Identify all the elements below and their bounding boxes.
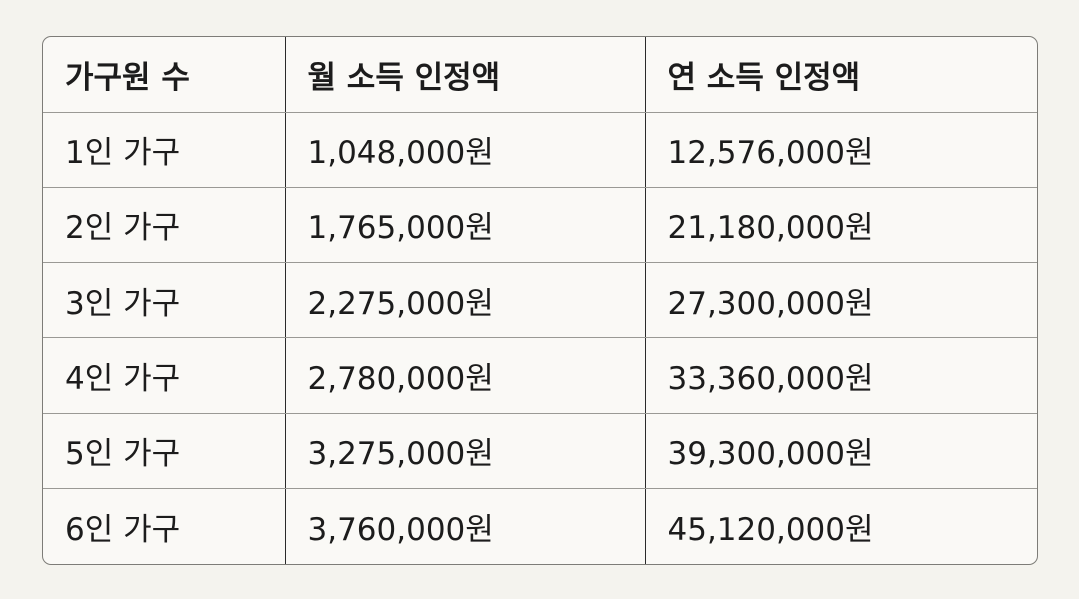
- income-table: 가구원 수 월 소득 인정액 연 소득 인정액 1인 가구 1,048,000원…: [43, 37, 1037, 564]
- cell-annual-income: 39,300,000원: [645, 413, 1037, 490]
- cell-household-size: 5인 가구: [43, 413, 286, 490]
- table-row: 2인 가구 1,765,000원 21,180,000원: [43, 187, 1037, 264]
- cell-monthly-income: 2,780,000원: [285, 337, 646, 414]
- cell-monthly-income: 3,275,000원: [285, 413, 646, 490]
- cell-household-size: 1인 가구: [43, 112, 286, 188]
- cell-annual-income: 27,300,000원: [645, 262, 1037, 339]
- cell-annual-income: 33,360,000원: [645, 337, 1037, 414]
- cell-monthly-income: 1,765,000원: [285, 187, 646, 264]
- income-table-container: 가구원 수 월 소득 인정액 연 소득 인정액 1인 가구 1,048,000원…: [42, 36, 1038, 565]
- cell-annual-income: 12,576,000원: [645, 112, 1037, 188]
- table-row: 6인 가구 3,760,000원 45,120,000원: [43, 488, 1037, 564]
- table-row: 3인 가구 2,275,000원 27,300,000원: [43, 262, 1037, 339]
- header-monthly-income: 월 소득 인정액: [285, 37, 646, 113]
- cell-household-size: 6인 가구: [43, 488, 286, 564]
- table-row: 4인 가구 2,780,000원 33,360,000원: [43, 337, 1037, 414]
- cell-annual-income: 45,120,000원: [667, 512, 874, 549]
- cell-monthly-income: 3,760,000원: [285, 488, 646, 564]
- cell-household-size: 3인 가구: [43, 262, 286, 339]
- table-row: 1인 가구 1,048,000원 12,576,000원: [43, 112, 1037, 188]
- cell-household-size: 4인 가구: [43, 337, 286, 414]
- header-annual-income: 연 소득 인정액: [645, 37, 1037, 113]
- cell-annual-income: 21,180,000원: [645, 187, 1037, 264]
- header-household-size: 가구원 수: [43, 37, 286, 113]
- cell-monthly-income: 2,275,000원: [285, 262, 646, 339]
- cell-monthly-income: 1,048,000원: [285, 112, 646, 188]
- table-row: 5인 가구 3,275,000원 39,300,000원: [43, 413, 1037, 490]
- cell-household-size: 2인 가구: [43, 187, 286, 264]
- table-header-row: 가구원 수 월 소득 인정액 연 소득 인정액: [43, 37, 1037, 113]
